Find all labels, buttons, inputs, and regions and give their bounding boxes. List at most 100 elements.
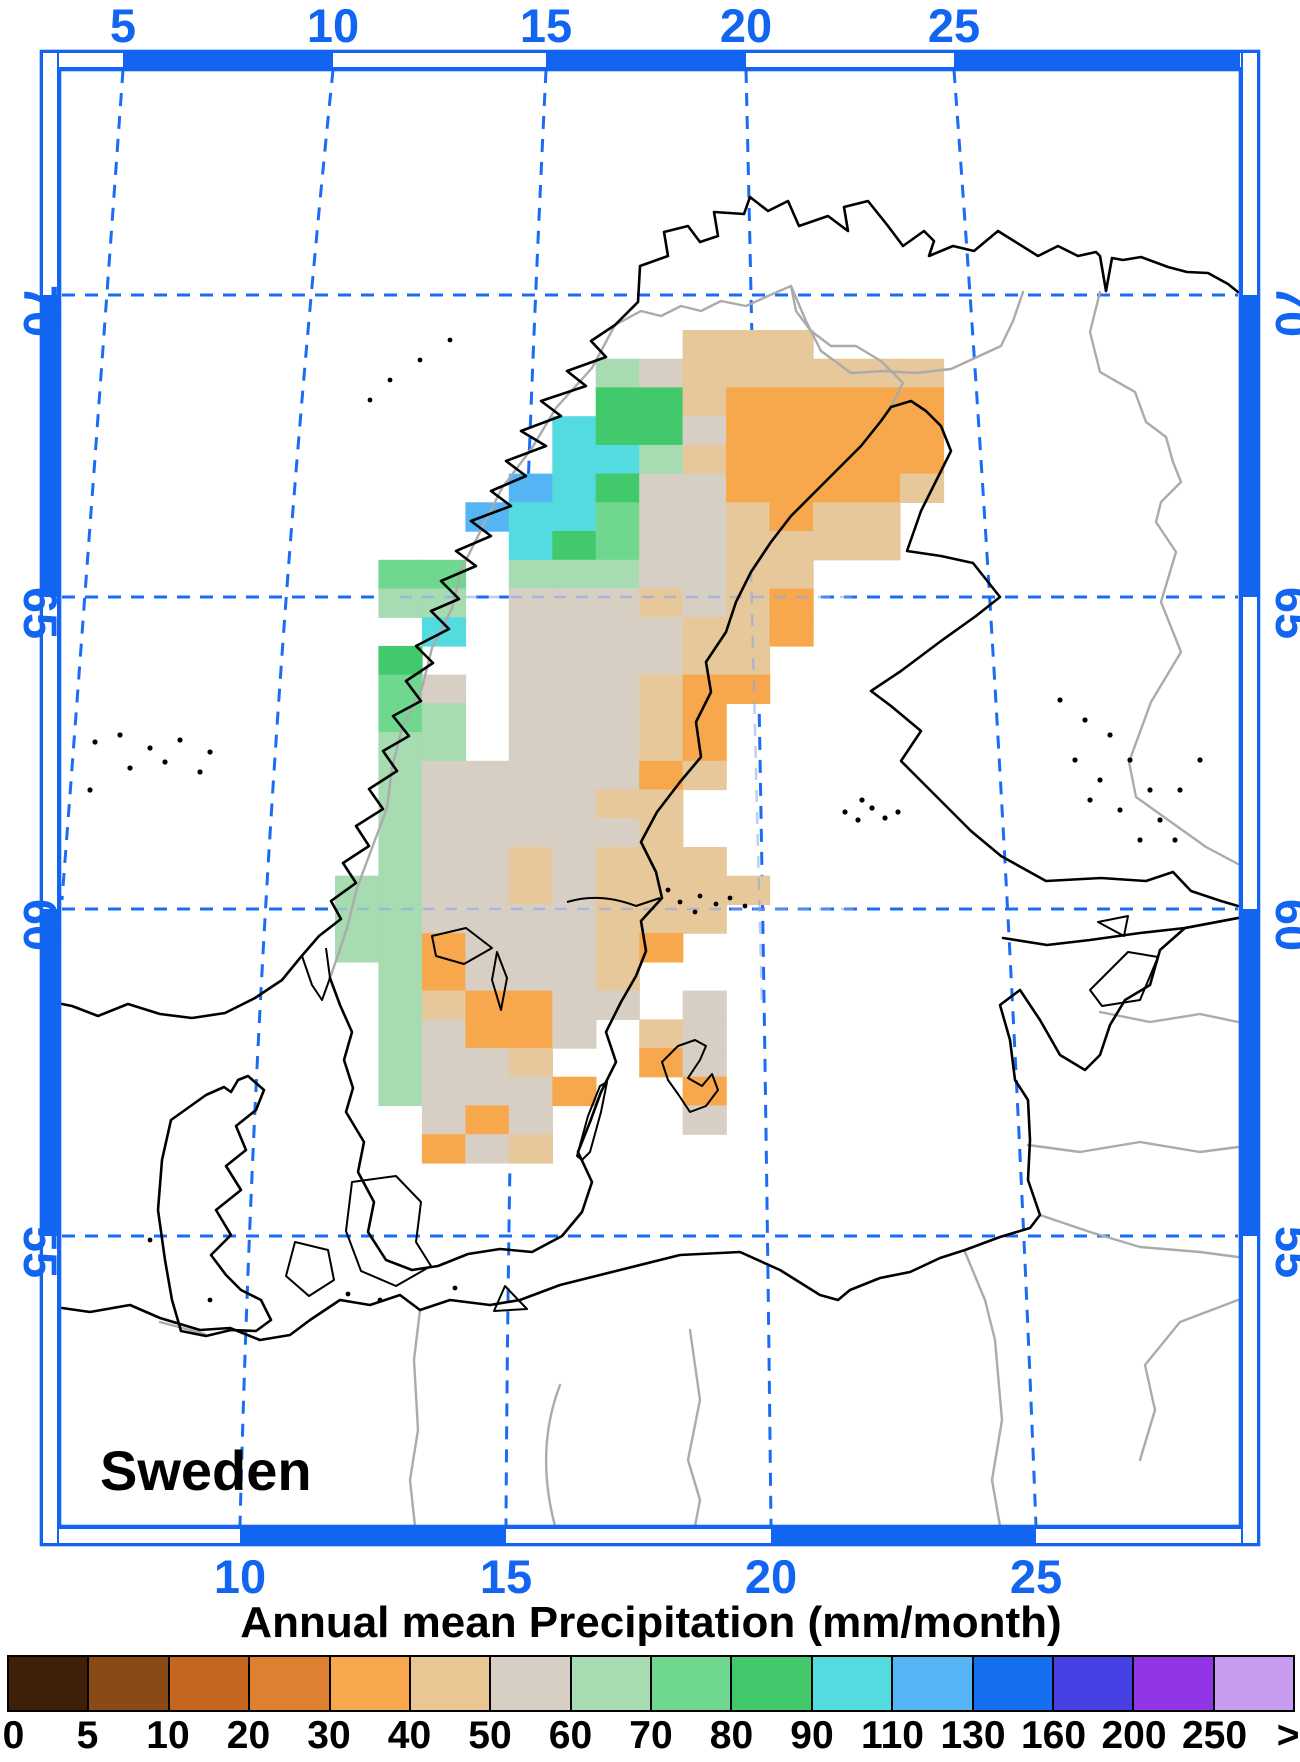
colorbar-labels: 0 5 10 20 30 40 50 60 70 80 90 110 130 160 200 250 > — [3, 1714, 1300, 1760]
precip-cell — [508, 961, 553, 992]
colorbar-segment-4 — [330, 1657, 411, 1710]
precip-cell — [508, 1105, 553, 1135]
precip-cell — [726, 559, 771, 590]
precip-cell — [465, 1076, 510, 1107]
precip-cell — [639, 531, 684, 561]
precip-cell — [465, 875, 510, 906]
precip-cell — [595, 416, 640, 446]
precip-cell — [726, 875, 771, 906]
precip-cell — [726, 330, 771, 360]
precip-cell — [726, 358, 771, 389]
precip-cell — [595, 617, 640, 647]
precip-cell — [682, 674, 727, 704]
precip-cell — [682, 847, 727, 877]
axis-tick-label-left-70: 70 — [14, 285, 67, 337]
precip-cell — [552, 473, 597, 503]
precip-cell — [465, 847, 510, 877]
precip-cell — [378, 847, 423, 877]
precipitation-raster — [335, 330, 945, 1164]
precip-cell — [508, 559, 553, 590]
frame-blue-segment — [123, 52, 333, 68]
frame-checker-segments — [42, 52, 1258, 1544]
precip-cell — [682, 531, 727, 561]
precip-cell — [421, 703, 467, 733]
precip-cell — [595, 588, 640, 618]
colorbar-segment-1 — [89, 1657, 170, 1710]
axis-tick-label-top-20: 20 — [720, 0, 772, 52]
colorbar-label-5: 5 — [76, 1714, 99, 1757]
precip-cell — [465, 1134, 510, 1164]
precip-cell — [682, 416, 727, 446]
precip-cell — [421, 961, 467, 992]
colorbar-segment-14 — [1134, 1657, 1215, 1710]
precip-cell — [378, 703, 423, 733]
precip-cell — [508, 674, 553, 704]
frame-blue-segment — [240, 1528, 506, 1544]
colorbar — [7, 1655, 1295, 1712]
precip-cell — [856, 502, 901, 532]
island-dots — [87, 337, 1203, 1303]
precip-cell — [682, 387, 727, 417]
precip-cell — [769, 473, 814, 503]
frame-blue-segment — [42, 295, 58, 597]
colorbar-label-20: 20 — [226, 1714, 271, 1757]
precip-cell — [508, 818, 553, 848]
precip-cell — [465, 1048, 510, 1078]
precip-cell — [421, 789, 467, 819]
precip-cell — [682, 473, 727, 503]
precip-cell — [769, 617, 814, 647]
precip-cell — [465, 1105, 510, 1135]
precip-cell — [335, 933, 380, 963]
precip-cell — [639, 387, 684, 417]
precip-cell — [595, 674, 640, 704]
axis-labels: 5 10 15 20 25 10 15 20 25 70 65 60 55 70 65 60 55 — [14, 0, 1300, 1603]
axis-tick-label-left-60: 60 — [14, 899, 67, 951]
colorbar-label-90: 90 — [790, 1714, 834, 1757]
precip-cell — [595, 444, 640, 475]
colorbar-title: Annual mean Precipitation (mm/month) — [240, 1598, 1062, 1647]
frame-blue-segment — [1242, 295, 1258, 597]
precip-cell — [813, 531, 858, 561]
precip-cell — [682, 990, 727, 1020]
axis-tick-label-right-65: 65 — [1266, 587, 1300, 639]
colorbar-label-70: 70 — [629, 1714, 673, 1757]
precip-cell — [595, 531, 640, 561]
precip-cell — [378, 990, 423, 1020]
precip-cell — [595, 847, 640, 877]
precip-cell — [552, 818, 597, 848]
axis-tick-label-bottom-25: 25 — [1010, 1550, 1062, 1603]
precip-cell — [639, 617, 684, 647]
precip-cell — [552, 1019, 597, 1049]
colorbar-label-160: 160 — [1020, 1714, 1087, 1757]
precip-cell — [421, 732, 467, 762]
precip-cell — [421, 588, 467, 618]
precip-cell — [421, 760, 467, 791]
precip-cell — [639, 444, 684, 475]
colorbar-segment-2 — [169, 1657, 251, 1710]
precip-cell — [552, 588, 597, 618]
map-frame — [39, 49, 1261, 1547]
precip-cell — [552, 645, 597, 676]
precip-cell — [421, 847, 467, 877]
precip-cell — [378, 818, 423, 848]
precip-cell — [769, 416, 814, 446]
axis-tick-label-right-55: 55 — [1266, 1226, 1300, 1278]
precip-cell — [682, 502, 727, 532]
colorbar-label-80: 80 — [709, 1714, 754, 1757]
precip-cell — [639, 358, 684, 389]
precip-cell — [682, 703, 727, 733]
precip-cell — [682, 732, 727, 762]
precip-cell — [552, 703, 597, 733]
precip-cell — [639, 732, 684, 762]
precip-cell — [595, 760, 640, 791]
precip-cell — [508, 875, 553, 906]
frame-blue-segment — [954, 52, 1240, 68]
precip-cell — [552, 990, 597, 1020]
precip-cell — [595, 358, 640, 389]
graticule-over-raster — [335, 569, 860, 1011]
precip-cell — [508, 760, 553, 791]
axis-tick-label-right-70: 70 — [1266, 285, 1300, 337]
precip-cell — [552, 760, 597, 791]
precip-cell — [508, 473, 553, 503]
